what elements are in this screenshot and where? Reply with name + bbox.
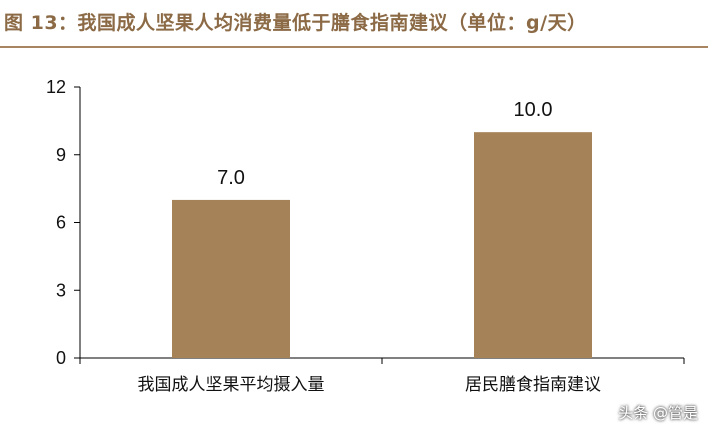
bar-value-label: 10.0 bbox=[514, 99, 553, 121]
y-tick-label: 12 bbox=[46, 77, 66, 97]
x-category-label: 居民膳食指南建议 bbox=[465, 375, 601, 395]
bars: 7.0 10.0 bbox=[172, 99, 592, 358]
watermark: 头条 @管是 bbox=[618, 404, 698, 422]
bar-value-label: 7.0 bbox=[217, 167, 245, 189]
x-category-label: 我国成人坚果平均摄入量 bbox=[138, 375, 325, 395]
chart-title: 图 13：我国成人坚果人均消费量低于膳食指南建议（单位：g/天） bbox=[4, 12, 587, 34]
y-tick-label: 3 bbox=[56, 280, 66, 300]
y-tick-label: 9 bbox=[56, 145, 66, 165]
x-axis: 我国成人坚果平均摄入量 居民膳食指南建议 bbox=[79, 357, 685, 395]
y-tick-label: 6 bbox=[56, 213, 66, 233]
bar bbox=[474, 132, 592, 358]
bar bbox=[172, 199, 290, 358]
y-tick-label: 0 bbox=[56, 348, 66, 368]
y-axis: 0 3 6 9 12 bbox=[46, 77, 81, 368]
title-divider bbox=[0, 46, 708, 48]
